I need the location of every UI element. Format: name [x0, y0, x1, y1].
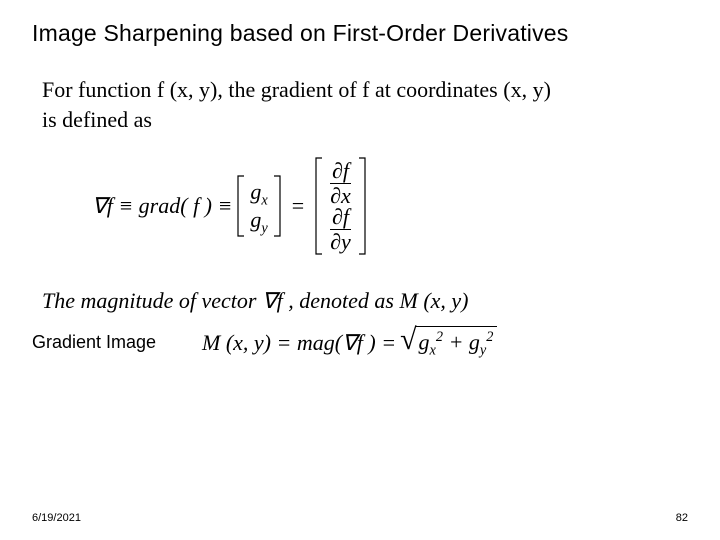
eq-lhs: ∇f ≡ grad( f ) ≡: [92, 193, 232, 219]
gy-sub: y: [261, 221, 267, 237]
vector-g-col: gx gy: [246, 178, 271, 234]
gy2-sup: 2: [486, 329, 493, 345]
mag-lhs: M (x, y) = mag(∇f ) =: [202, 330, 396, 356]
magnitude-equation: M (x, y) = mag(∇f ) = √ gx2 + gy2: [202, 326, 497, 360]
vector-g: gx gy: [236, 174, 281, 238]
left-bracket-icon: [236, 174, 246, 238]
sqrt-sign-icon: √: [400, 328, 416, 352]
footer-date: 6/19/2021: [32, 512, 81, 524]
sqrt-body: gx2 + gy2: [415, 326, 498, 360]
gy-cell: gy: [250, 206, 267, 234]
vector-partial-col: ∂f ∂x ∂f ∂y: [324, 160, 357, 252]
gy2-sub: y: [480, 343, 486, 359]
slide-title: Image Sharpening based on First-Order De…: [32, 20, 688, 47]
sqrt: √ gx2 + gy2: [400, 326, 497, 360]
slide: Image Sharpening based on First-Order De…: [0, 0, 720, 540]
intro-line-1: For function f (x, y), the gradient of f…: [42, 77, 551, 102]
intro-line-2: is defined as: [42, 107, 152, 132]
right-bracket-icon: [357, 156, 367, 256]
footer: 6/19/2021 82: [32, 512, 688, 524]
gy2: g: [469, 329, 480, 354]
left-bracket-icon: [314, 156, 324, 256]
dfdy-frac: ∂f ∂y: [328, 206, 353, 253]
dfdx-cell: ∂f ∂x: [328, 160, 353, 206]
magnitude-line: The magnitude of vector ∇f , denoted as …: [42, 288, 469, 313]
gx2-sup: 2: [436, 329, 443, 345]
gradient-equation: ∇f ≡ grad( f ) ≡ gx gy = ∂f ∂x: [92, 156, 688, 256]
right-bracket-icon: [272, 174, 282, 238]
plus: +: [443, 329, 469, 354]
gradient-image-label: Gradient Image: [32, 332, 202, 353]
magnitude-text: The magnitude of vector ∇f , denoted as …: [42, 286, 688, 316]
gx-cell: gx: [250, 178, 267, 206]
gx: g: [250, 179, 261, 204]
gx2: g: [419, 329, 430, 354]
gy: g: [250, 207, 261, 232]
dfdy-num: ∂f: [330, 206, 351, 230]
eq-sign-2: =: [292, 193, 304, 219]
footer-page: 82: [676, 512, 688, 524]
dfdy-cell: ∂f ∂y: [328, 206, 353, 252]
dfdx-num: ∂f: [330, 160, 351, 184]
dfdx-frac: ∂f ∂x: [328, 160, 353, 207]
intro-text: For function f (x, y), the gradient of f…: [42, 75, 688, 134]
gx2-sub: x: [430, 343, 436, 359]
dfdy-den: ∂y: [328, 230, 353, 253]
vector-partial: ∂f ∂x ∂f ∂y: [314, 156, 367, 256]
bottom-row: Gradient Image M (x, y) = mag(∇f ) = √ g…: [32, 326, 688, 360]
